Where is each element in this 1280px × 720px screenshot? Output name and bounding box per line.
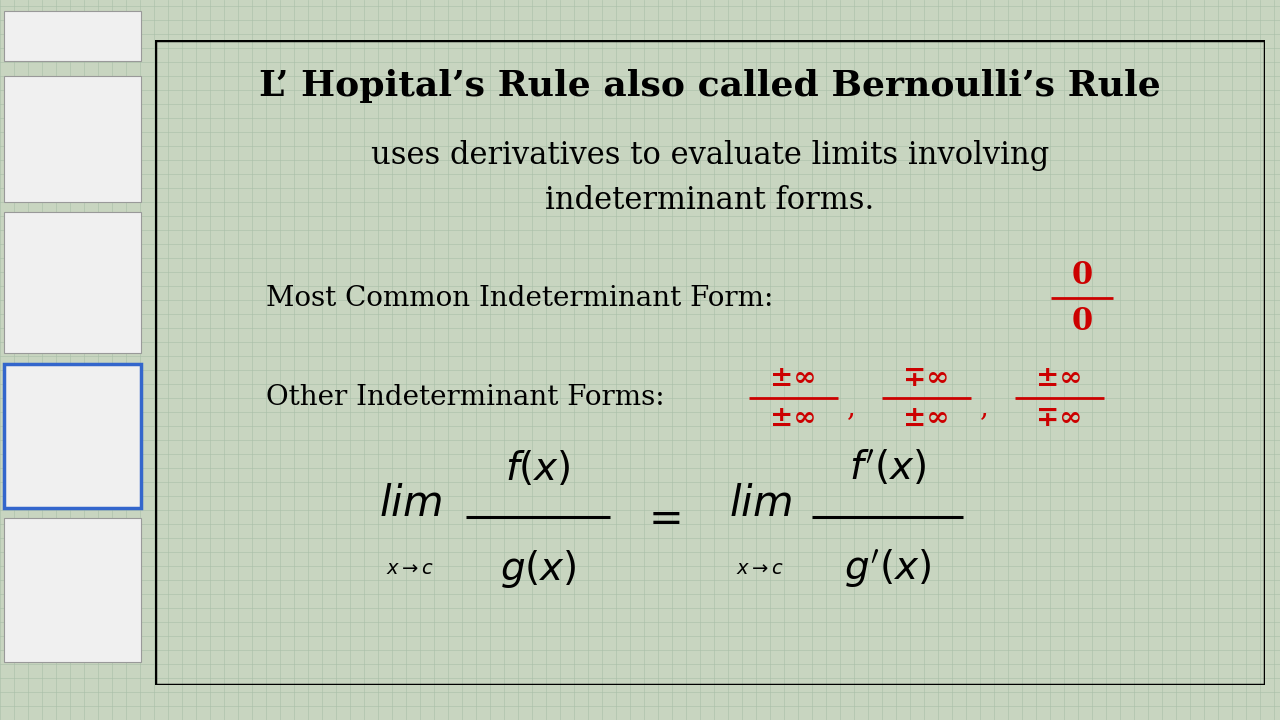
Text: 0: 0 [1071, 260, 1092, 291]
Text: ∓∞: ∓∞ [1037, 405, 1083, 432]
Text: ,: , [846, 394, 855, 421]
Bar [4, 518, 141, 662]
Text: ±∞: ±∞ [771, 405, 817, 432]
Bar [4, 76, 141, 202]
Bar [4, 11, 141, 61]
Text: L’ Hopital’s Rule also called Bernoulli’s Rule: L’ Hopital’s Rule also called Bernoulli’… [259, 69, 1161, 103]
Text: $=$: $=$ [640, 496, 680, 539]
Text: indeterminant forms.: indeterminant forms. [545, 185, 874, 216]
Text: $\mathbf{\mathit{lim}}$: $\mathbf{\mathit{lim}}$ [728, 483, 791, 526]
Text: 0: 0 [1071, 307, 1092, 338]
Bar [4, 212, 141, 353]
Text: uses derivatives to evaluate limits involving: uses derivatives to evaluate limits invo… [371, 140, 1050, 171]
Text: $\mathbf{\mathit{g'(x)}}$: $\mathbf{\mathit{g'(x)}}$ [844, 548, 931, 590]
Text: Other Indeterminant Forms:: Other Indeterminant Forms: [266, 384, 664, 411]
Bar [4, 364, 141, 508]
Text: $x{\to}c$: $x{\to}c$ [736, 559, 785, 578]
Text: Most Common Indeterminant Form:: Most Common Indeterminant Form: [266, 284, 773, 312]
Text: ±∞: ±∞ [904, 405, 950, 432]
Text: $\mathbf{\mathit{f'(x)}}$: $\mathbf{\mathit{f'(x)}}$ [849, 449, 927, 488]
Text: ±∞: ±∞ [771, 365, 817, 392]
Text: $x{\to}c$: $x{\to}c$ [387, 559, 434, 578]
Text: $\mathbf{\mathit{lim}}$: $\mathbf{\mathit{lim}}$ [379, 483, 442, 526]
Text: $\mathbf{\mathit{f(x)}}$: $\mathbf{\mathit{f(x)}}$ [506, 449, 571, 488]
Text: $\mathbf{\mathit{g(x)}}$: $\mathbf{\mathit{g(x)}}$ [499, 548, 576, 590]
Text: ±∞: ±∞ [1037, 365, 1083, 392]
Text: ∓∞: ∓∞ [904, 365, 950, 392]
Text: ,: , [979, 394, 988, 421]
